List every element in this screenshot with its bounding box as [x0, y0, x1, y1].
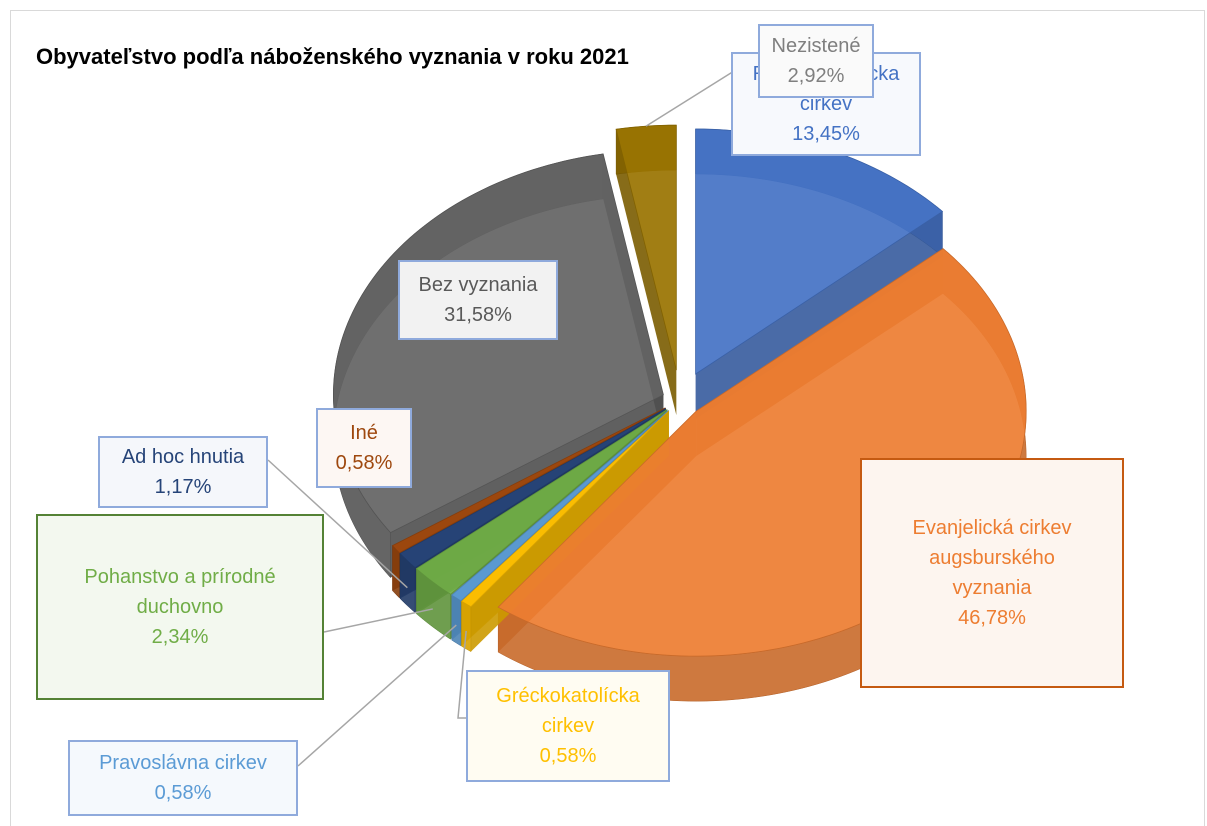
- category-label: Pohanstvo a prírodné duchovno: [84, 566, 276, 618]
- data-label-box: Ad hoc hnutia 1,17%: [98, 436, 268, 508]
- data-label-box: Evanjelická cirkev augsburského vyznania…: [860, 458, 1124, 688]
- leader-line: [297, 624, 457, 767]
- value-label: 2,34%: [151, 626, 209, 648]
- data-label-box: Pohanstvo a prírodné duchovno 2,34%: [36, 514, 324, 700]
- slice: [460, 410, 670, 608]
- slice-side: [451, 594, 462, 647]
- leader-line: [267, 459, 408, 589]
- category-label: Ad hoc hnutia: [121, 446, 245, 468]
- slice-radial-face: [461, 410, 669, 647]
- value-label: 13,45%: [792, 123, 860, 145]
- category-label: Iné: [350, 422, 378, 444]
- slice: [391, 407, 666, 554]
- value-label: 31,58%: [444, 304, 512, 326]
- category-label: Bez vyznania: [418, 274, 538, 296]
- slice-radial-face: [695, 211, 943, 420]
- leader-line: [457, 630, 467, 719]
- category-label: Nezistené: [771, 35, 861, 57]
- slice: [451, 410, 669, 602]
- data-label-box: Iné 0,58%: [316, 408, 412, 488]
- data-label-box: Nezistené 2,92%: [758, 24, 874, 98]
- value-label: 2,92%: [787, 65, 845, 87]
- category-label: Pravoslávna cirkev: [99, 752, 267, 774]
- slice-radial-face: [616, 129, 677, 416]
- value-label: 0,58%: [539, 745, 597, 767]
- slice: [615, 124, 677, 371]
- value-label: 46,78%: [958, 607, 1026, 629]
- value-label: 0,58%: [335, 452, 393, 474]
- data-label-box: Bez vyznania 31,58%: [398, 260, 558, 340]
- slice: [399, 408, 667, 569]
- category-label: Gréckokatolícka cirkev: [496, 685, 640, 737]
- slice-side: [461, 600, 472, 653]
- value-label: 1,17%: [154, 476, 212, 498]
- chart-frame: [10, 10, 1205, 826]
- chart-title: Obyvateľstvo podľa náboženského vyznania…: [36, 44, 629, 69]
- data-label-box: Gréckokatolícka cirkev 0,58%: [466, 670, 670, 782]
- slice: [415, 409, 668, 595]
- value-label: 0,58%: [154, 782, 212, 804]
- leader-line: [323, 608, 433, 633]
- data-label-box: Pravoslávna cirkev 0,58%: [68, 740, 298, 816]
- slice-side: [392, 544, 400, 599]
- category-label: Evanjelická cirkev augsburského vyznania: [912, 517, 1072, 599]
